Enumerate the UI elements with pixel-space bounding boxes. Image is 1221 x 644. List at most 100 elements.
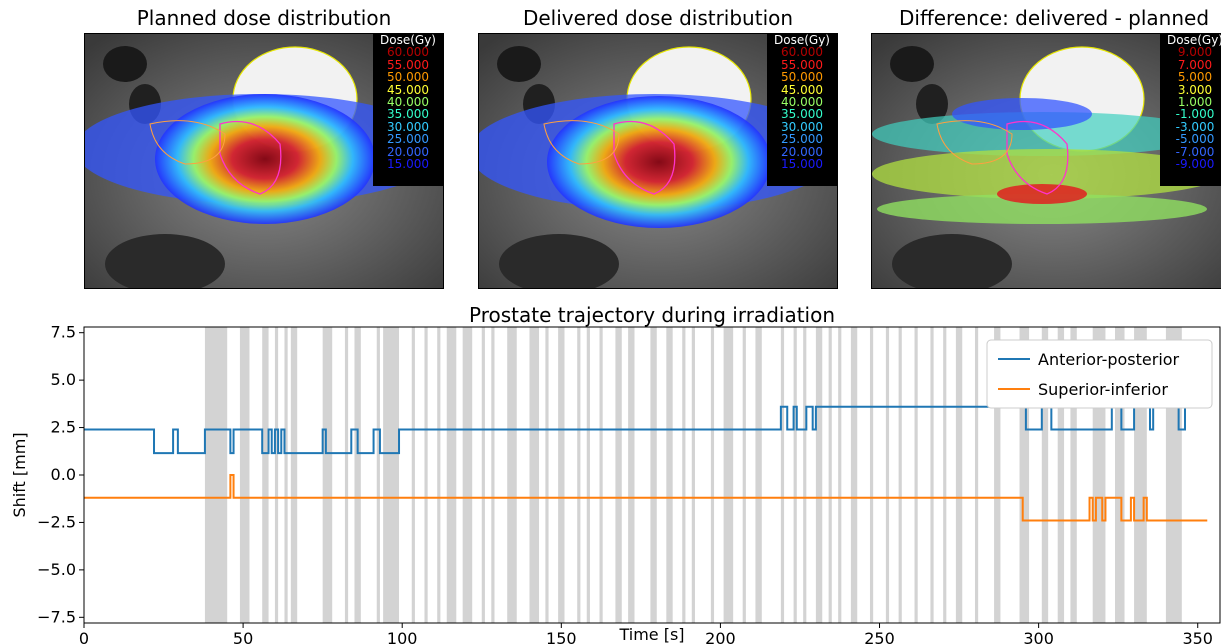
shaded-interval	[1019, 327, 1030, 623]
shaded-interval	[691, 327, 695, 623]
shaded-interval	[850, 327, 858, 623]
legend-label: 30.000	[387, 119, 429, 134]
y-tick-label: −7.5	[37, 607, 76, 626]
dose-legend-planned: Dose(Gy) 60.000 55.000 50.000 45.000 40.…	[373, 34, 443, 186]
shaded-interval	[322, 327, 333, 623]
shaded-interval	[955, 327, 963, 623]
shaded-interval	[1114, 327, 1125, 623]
legend-label: 25.000	[781, 132, 823, 147]
legend-label: -1.000	[1175, 107, 1215, 122]
x-tick-label: 200	[705, 629, 736, 644]
legend-label: 50.000	[781, 70, 823, 85]
legend-label: 30.000	[781, 119, 823, 134]
legend-label-ap: Anterior-posterior	[1038, 350, 1180, 369]
panel-title-delivered: Delivered dose distribution	[522, 6, 794, 30]
dose-legend-difference: Dose(Gy) 9.000 7.000 5.000 3.000 1.000 -…	[1160, 34, 1221, 186]
mri-panel-difference: Dose(Gy) 9.000 7.000 5.000 3.000 1.000 -…	[871, 33, 1221, 289]
legend-label: 15.000	[781, 157, 823, 172]
legend-label: -9.000	[1175, 157, 1215, 172]
shaded-interval	[558, 327, 565, 623]
shaded-interval	[930, 327, 934, 623]
legend-label: 1.000	[1177, 95, 1213, 110]
shaded-interval	[376, 327, 380, 623]
x-tick-label: 50	[233, 629, 253, 644]
shaded-interval	[885, 327, 890, 623]
legend-label: 40.000	[781, 95, 823, 110]
legend-label: 15.000	[387, 157, 429, 172]
shaded-interval	[815, 327, 823, 623]
axis-ticks: 0 50 100 150 200 250 300 350 −7.5 −5.0 −2.5 0.0 2.5 5…	[37, 323, 1213, 644]
x-tick-label: 150	[546, 629, 577, 644]
shaded-interval	[628, 327, 635, 623]
shaded-interval	[1041, 327, 1049, 623]
shaded-interval	[974, 327, 979, 623]
shaded-interval	[545, 327, 549, 623]
shaded-interval	[994, 327, 1001, 623]
shaded-interval	[239, 327, 250, 623]
x-tick-label: 350	[1182, 629, 1213, 644]
shaded-interval	[354, 327, 361, 623]
legend-label: 60.000	[387, 45, 429, 60]
legend-frame	[986, 339, 1213, 409]
shaded-interval	[344, 327, 349, 623]
shaded-interval	[742, 327, 746, 623]
shaded-interval	[650, 327, 657, 623]
shaded-interval	[437, 327, 441, 623]
mri-panel-delivered: Dose(Gy) 60.000 55.000 50.000 45.000 40.…	[478, 33, 838, 289]
shaded-interval	[411, 327, 415, 623]
shaded-interval	[793, 327, 797, 623]
legend-label: 20.000	[387, 144, 429, 159]
shaded-interval	[462, 327, 473, 623]
x-tick-label: 250	[864, 629, 895, 644]
legend-label: 60.000	[781, 45, 823, 60]
panel-title-planned: Planned dose distribution	[136, 6, 392, 30]
shaded-interval	[204, 327, 228, 623]
shaded-interval	[274, 327, 279, 623]
shaded-interval	[828, 327, 832, 623]
shaded-interval	[615, 327, 622, 623]
legend-label: -5.000	[1175, 132, 1215, 147]
legend-label: -7.000	[1175, 144, 1215, 159]
dose-legend-delivered: Dose(Gy) 60.000 55.000 50.000 45.000 40.…	[767, 34, 837, 186]
shaded-interval	[481, 327, 485, 623]
y-tick-label: 0.0	[51, 465, 76, 484]
legend-label: 20.000	[781, 144, 823, 159]
legend-label: 35.000	[781, 107, 823, 122]
y-tick-label: 2.5	[51, 418, 76, 437]
mri-panel-planned: Dose(Gy) 60.000 55.000 50.000 45.000 40.…	[84, 33, 444, 289]
series-line-superior-inferior	[84, 474, 1208, 522]
shaded-interval	[446, 327, 457, 623]
shaded-interval	[599, 327, 603, 623]
shaded-interval	[529, 327, 540, 623]
y-axis-label: Shift [mm]	[10, 432, 29, 517]
x-tick-label: 100	[387, 629, 418, 644]
legend-label: 3.000	[1177, 82, 1213, 97]
shaded-interval	[898, 327, 902, 623]
legend-header: Dose(Gy)	[774, 33, 830, 47]
series-lines	[84, 405, 1208, 522]
legend-label: 5.000	[1177, 70, 1213, 85]
shaded-interval	[803, 327, 807, 623]
legend-label: 35.000	[387, 107, 429, 122]
series-line-anterior-posterior	[84, 405, 1208, 455]
y-tick-label: −5.0	[37, 560, 76, 579]
shaded-interval	[914, 327, 918, 623]
shaded-interval	[1057, 327, 1065, 623]
legend-label: 25.000	[387, 132, 429, 147]
legend-header: Dose(Gy)	[380, 33, 436, 47]
legend-label: 7.000	[1177, 57, 1213, 72]
legend-label: 55.000	[781, 57, 823, 72]
shaded-interval	[780, 327, 785, 623]
y-tick-label: 7.5	[51, 323, 76, 342]
legend-label: -3.000	[1175, 119, 1215, 134]
legend-header: Dose(Gy)	[1167, 33, 1221, 47]
x-axis-label: Time [s]	[618, 625, 684, 644]
legend-label-si: Superior-inferior	[1038, 380, 1168, 399]
shaded-interval	[424, 327, 428, 623]
shaded-interval	[290, 327, 298, 623]
shaded-interval	[838, 327, 842, 623]
chart-legend: Anterior-posterior Superior-inferior	[986, 339, 1213, 409]
shaded-interval	[262, 327, 269, 623]
legend-label: 50.000	[387, 70, 429, 85]
chart-title: Prostate trajectory during irradiation	[469, 303, 835, 327]
